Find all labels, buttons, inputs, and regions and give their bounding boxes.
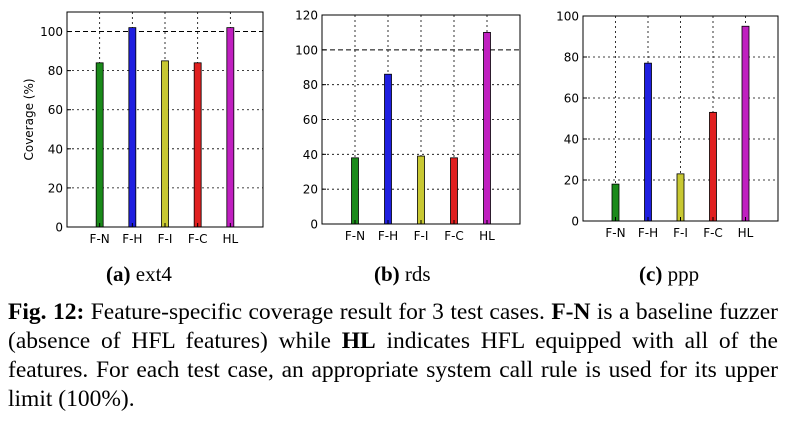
- sublabel-b: (b) rds: [374, 262, 431, 286]
- bar-f-i: [417, 155, 425, 225]
- bar-f-h: [384, 73, 392, 225]
- y-tick-label: 40: [48, 142, 63, 156]
- plot-frame: [321, 14, 521, 225]
- bar-f-i: [161, 60, 169, 228]
- x-tick-label: F-N: [90, 232, 110, 246]
- x-tick-label: F-C: [703, 226, 723, 240]
- plot-frame: [582, 15, 779, 222]
- x-tick-label: HL: [738, 226, 754, 240]
- x-tick-label: HL: [479, 229, 495, 243]
- bar-hl: [483, 32, 491, 225]
- charts-area: 0 20 40 60 80 100 F-N F-H F-I F-C HL Coverage (%) 0 2…: [22, 9, 779, 246]
- y-tick-label: 120: [295, 9, 318, 23]
- x-tick-label: F-I: [414, 229, 429, 243]
- bar-f-n: [611, 183, 620, 222]
- y-tick-label: 20: [564, 174, 579, 188]
- x-tick-label: F-H: [638, 226, 658, 240]
- y-tick-label: 60: [48, 103, 63, 117]
- y-tick-label: 40: [303, 148, 318, 162]
- y-tick-label: 0: [571, 215, 579, 229]
- chart-panel-1: 0 20 40 60 80 100 120 F-N F-H F-I F-C HL: [295, 9, 521, 243]
- y-tick-label: 0: [55, 221, 63, 235]
- y-axis-label: Coverage (%): [22, 78, 36, 160]
- caption-text-2: is a baseline fuzzer (absence of HFL fea…: [8, 299, 778, 354]
- y-tick-label: 0: [310, 218, 318, 232]
- bar-f-h: [644, 62, 652, 222]
- x-tick-label: F-N: [605, 226, 625, 240]
- caption-bold-fn: F-N: [551, 299, 591, 325]
- bar-hl: [741, 25, 750, 222]
- x-tick-label: F-N: [345, 229, 365, 243]
- bar-f-n: [351, 157, 359, 225]
- bar-f-h: [128, 27, 137, 228]
- caption-label: Fig. 12:: [8, 299, 85, 325]
- sublabel-c: (c) ppp: [639, 262, 700, 286]
- chart-panel-0: 0 20 40 60 80 100 F-N F-H F-I F-C HL Coverage (%): [22, 11, 264, 246]
- bar-f-n: [95, 62, 104, 228]
- y-tick-label: 20: [48, 181, 63, 195]
- bar-f-c: [193, 62, 202, 228]
- y-tick-label: 80: [48, 64, 63, 78]
- caption-text-3: indicates HFL equipped with all of the f…: [8, 328, 778, 412]
- y-tick-label: 20: [303, 183, 318, 197]
- plot-frame: [66, 11, 264, 228]
- y-tick-label: 80: [303, 78, 318, 92]
- bar-hl: [226, 27, 235, 228]
- figure-caption: Fig. 12: Feature-specific coverage resul…: [8, 298, 778, 414]
- y-tick-label: 100: [40, 25, 63, 39]
- x-tick-label: F-C: [444, 229, 464, 243]
- caption-text-1: Feature-specific coverage result for 3 t…: [84, 299, 552, 325]
- bar-f-c: [450, 157, 458, 225]
- caption-bold-hl: HL: [341, 328, 376, 354]
- x-tick-label: F-I: [673, 226, 688, 240]
- chart-panel-2: 0 20 40 60 80 100 F-N F-H F-I F-C HL: [556, 10, 779, 240]
- x-tick-label: F-C: [188, 232, 208, 246]
- x-tick-label: F-I: [158, 232, 173, 246]
- x-tick-label: HL: [222, 232, 238, 246]
- sublabel-a: (a) ext4: [106, 262, 172, 286]
- x-tick-label: F-H: [378, 229, 398, 243]
- bar-f-c: [709, 111, 717, 222]
- y-tick-label: 80: [564, 51, 579, 65]
- y-tick-label: 60: [303, 113, 318, 127]
- y-tick-label: 40: [564, 133, 579, 147]
- y-tick-label: 100: [295, 43, 318, 57]
- y-tick-label: 60: [564, 92, 579, 106]
- bar-f-i: [676, 173, 685, 222]
- y-tick-label: 100: [556, 10, 579, 24]
- x-tick-label: F-H: [122, 232, 142, 246]
